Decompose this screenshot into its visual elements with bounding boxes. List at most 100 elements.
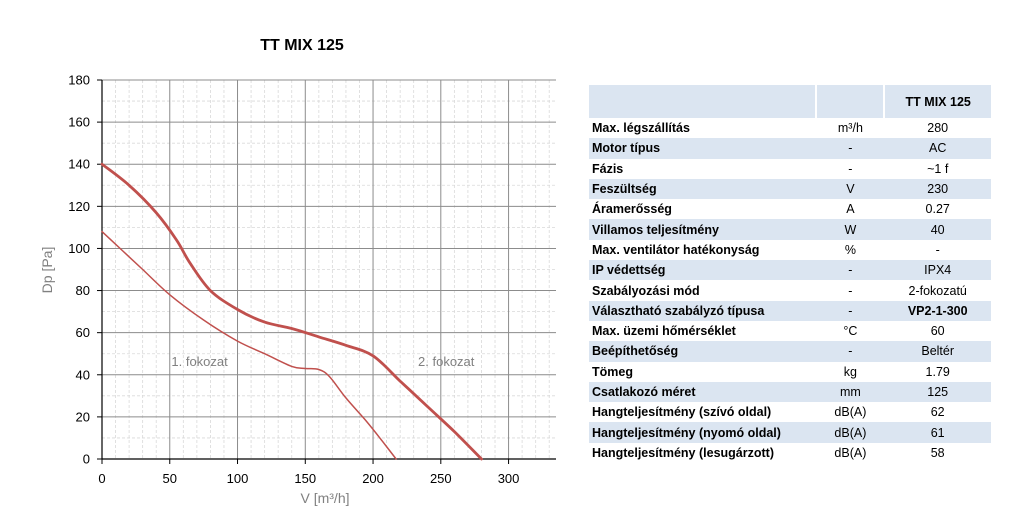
x-tick-label: 150 [294,471,316,486]
unit-cell: - [816,260,885,281]
unit-cell: % [844,242,856,257]
y-tick-label: 0 [83,452,90,467]
value-cell: 0.27 [925,202,950,217]
x-tick-label: 50 [163,471,177,486]
param-cell: Max. légszállítás [592,121,690,136]
param-cell: Max. üzemi hőmérséklet [592,324,736,339]
table-row: Beépíthetőség - Beltér [589,341,991,362]
unit-cell: - [816,300,885,321]
param-cell: Villamos teljesítmény [589,219,817,240]
table-row: Feszültség V 230 [589,178,991,200]
value-cell: IPX4 [884,260,991,281]
x-tick-label: 250 [430,471,452,486]
x-tick-label: 300 [498,471,520,486]
chart-title: TT MIX 125 [260,37,344,54]
y-tick-labels: 0 20 40 60 80 100 120 140 160 180 [68,73,90,467]
param-cell: Feszültség [589,178,817,200]
value-cell: 58 [930,445,945,460]
param-cell: Csatlakozó méret [589,381,817,403]
param-cell: Motor típus [589,138,817,159]
unit-cell: dB(A) [834,445,867,460]
unit-cell: kg [843,364,857,379]
table-row: Fázis - ~1 f [589,159,991,179]
table-row: IP védettség - IPX4 [589,260,991,281]
axes [97,79,556,464]
y-tick-label: 140 [68,157,90,172]
x-tick-label: 200 [362,471,384,486]
x-axis-label: V [m³/h] [300,490,349,506]
series-lines [100,162,483,461]
param-cell: IP védettség [589,260,817,281]
param-cell: Fázis [592,161,624,176]
value-cell: 60 [930,324,945,339]
unit-cell: °C [843,324,858,339]
table-row: Hangteljesítmény (nyomó oldal) dB(A) 61 [589,422,991,443]
table-row: Hangteljesítmény (lesugárzott) dB(A) 58 [589,443,991,463]
param-cell: Max. ventilátor hatékonyság [592,242,760,257]
param-cell: Hangteljesítmény (szívó oldal) [592,405,772,420]
header-model: TT MIX 125 [883,85,991,118]
unit-cell: A [846,202,855,217]
fan-curve-chart: TT MIX 125 0 20 40 60 80 100 120 140 160 180 0 50 1… [39,37,556,506]
value-cell: 40 [884,219,991,240]
value-cell: 62 [930,405,945,420]
value-cell: - [935,242,940,257]
y-tick-label: 180 [68,73,90,88]
param-cell: Hangteljesítmény (lesugárzott) [592,445,774,460]
y-tick-label: 160 [68,115,90,130]
table-row: Választható szabályzó típusa - VP2-1-300 [589,300,991,321]
y-tick-label: 100 [68,241,90,256]
value-cell: 125 [884,381,991,403]
unit-cell: m³/h [837,121,863,136]
param-cell: Szabályozási mód [592,283,700,298]
spec-table: TT MIX 125 Max. légszállítás m³/h 280 Motor… [589,85,991,463]
unit-cell: - [816,138,885,159]
major-grid [102,79,556,459]
series-line-2 [100,162,483,461]
x-tick-labels: 0 50 100 150 200 250 300 [98,471,519,486]
value-cell: AC [884,138,991,159]
annotation-label: 1. fokozat [171,354,228,369]
table-row: Áramerősség A 0.27 [589,199,991,219]
param-cell: Hangteljesítmény (nyomó oldal) [589,422,817,443]
table-header-row: TT MIX 125 [589,85,991,118]
minor-grid [102,80,556,459]
y-tick-label: 60 [76,325,90,340]
table-row: Hangteljesítmény (szívó oldal) dB(A) 62 [589,402,991,422]
value-cell: 280 [927,121,949,136]
series-line-1 [101,230,397,460]
y-tick-label: 120 [68,199,90,214]
value-cell: 230 [884,178,991,200]
value-cell: Beltér [884,341,991,362]
unit-cell: W [816,219,885,240]
value-cell: VP2-1-300 [884,300,991,321]
y-axis-label: Dp [Pa] [39,247,55,294]
y-tick-label: 40 [76,367,90,382]
table-row: Tömeg kg 1.79 [589,362,991,382]
table-row: Max. ventilátor hatékonyság% - [589,240,991,260]
unit-cell: - [848,161,853,176]
annotation-label: 2. fokozat [418,354,475,369]
x-tick-label: 100 [227,471,249,486]
table-row: Motor típus - AC [589,138,991,159]
param-cell: Áramerősség [592,202,672,217]
value-cell: 2-fokozatú [908,283,967,298]
value-cell: 61 [884,422,991,443]
unit-cell: dB(A) [834,405,867,420]
unit-cell: mm [816,381,885,403]
unit-cell: dB(A) [816,422,885,443]
value-cell: 1.79 [925,364,950,379]
table-row: Csatlakozó méret mm 125 [589,381,991,403]
unit-cell: - [816,341,885,362]
annotations: 1. fokozat 2. fokozat [171,354,474,369]
unit-cell: V [816,178,885,200]
value-cell: ~1 f [927,161,949,176]
table-row: Max. üzemi hőmérséklet °C 60 [589,321,991,341]
table-row: Max. légszállítás m³/h 280 [589,118,991,138]
y-tick-label: 20 [76,409,90,424]
table-row: Szabályozási mód - 2-fokozatú [589,280,991,300]
y-tick-label: 80 [76,283,90,298]
param-cell: Beépíthetőség [589,341,817,362]
param-cell: Választható szabályzó típusa [589,300,817,321]
x-tick-label: 0 [98,471,105,486]
